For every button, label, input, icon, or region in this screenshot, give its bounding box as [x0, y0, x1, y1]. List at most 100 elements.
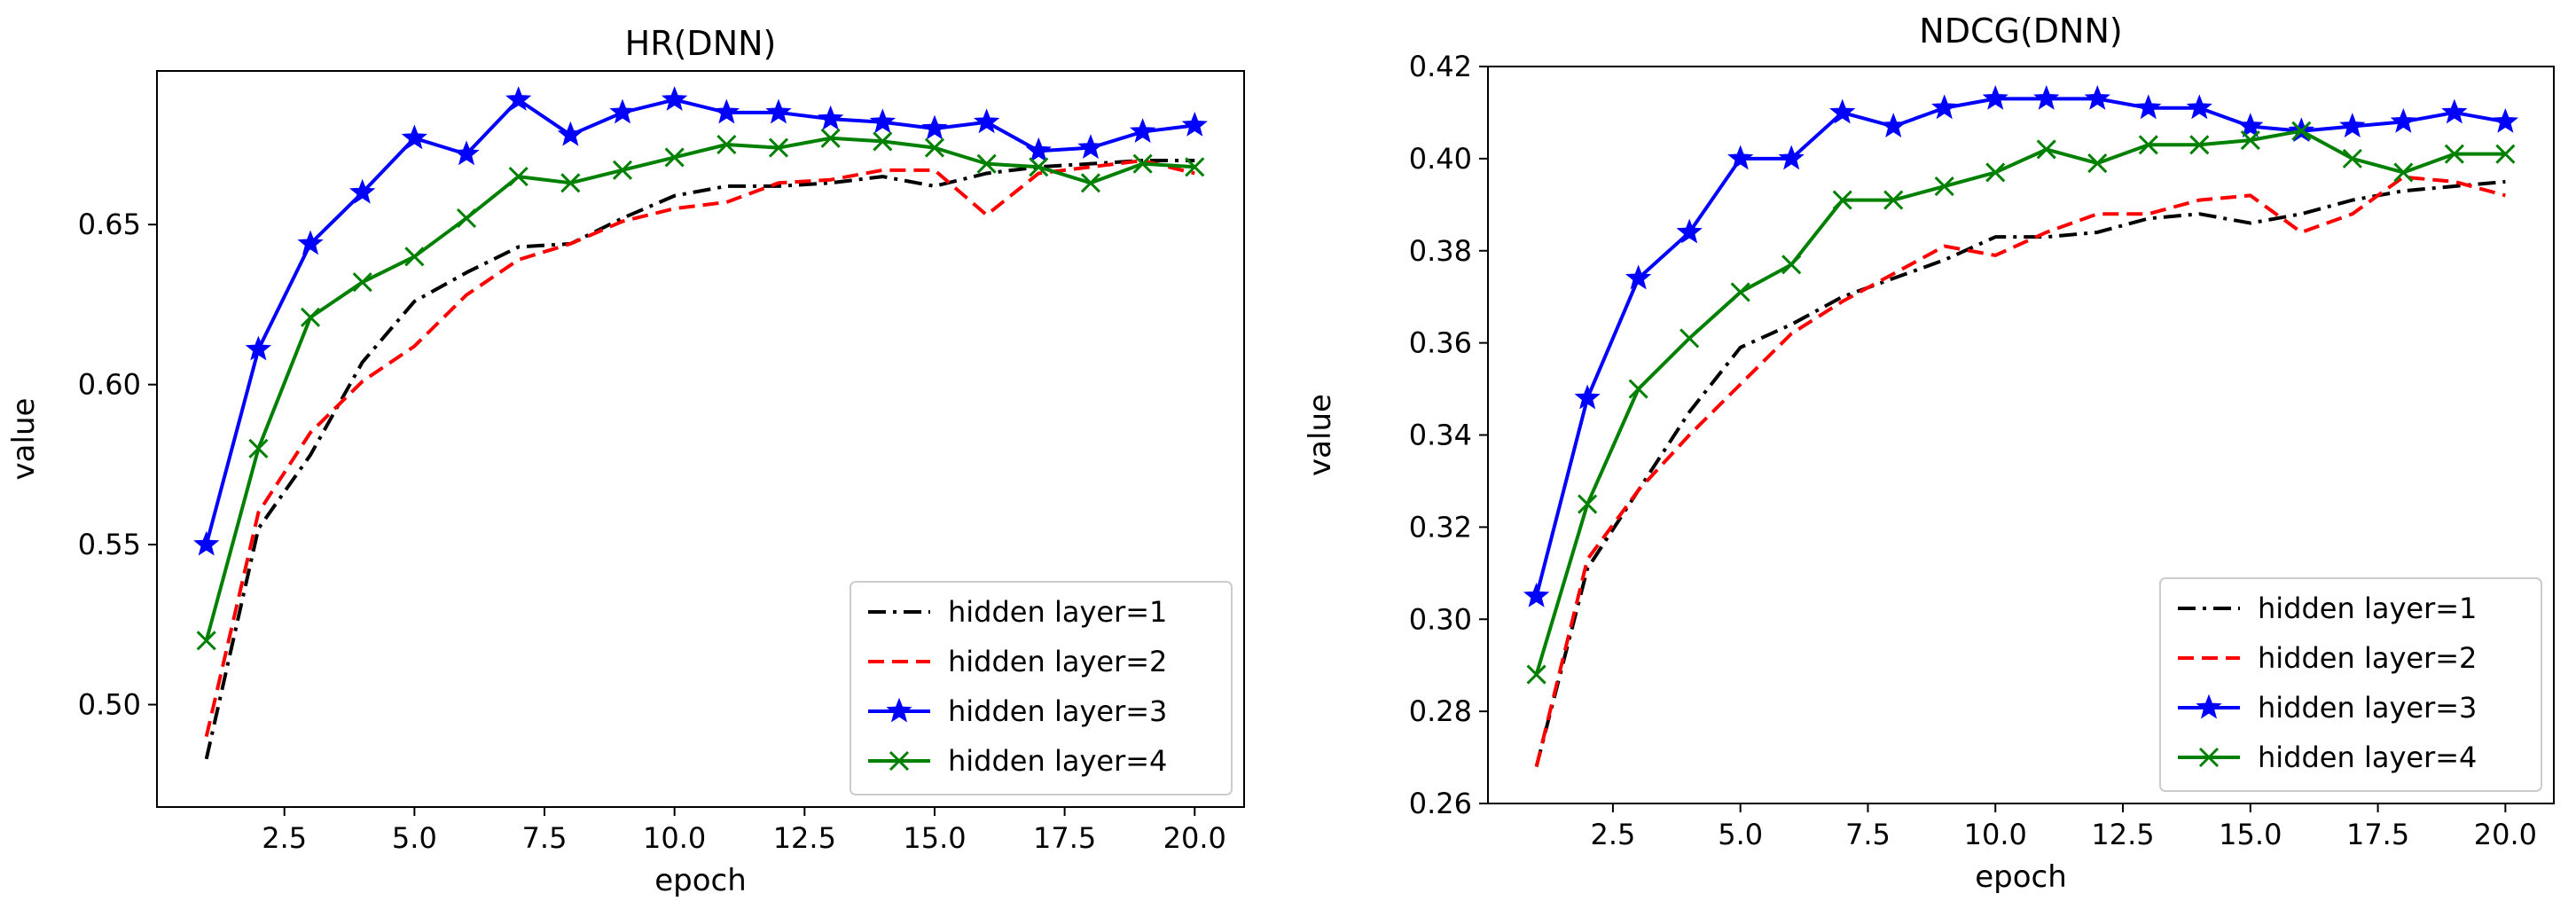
data-point	[768, 137, 789, 158]
x-marker-stroke	[1883, 190, 1904, 210]
x-marker-stroke	[248, 438, 269, 458]
data-point	[1526, 664, 1546, 685]
legend-marker-4	[889, 750, 910, 772]
data-point	[1185, 157, 1205, 177]
data-point	[1181, 111, 1208, 137]
data-point	[297, 230, 324, 255]
x-tick-label: 15.0	[903, 821, 966, 855]
data-point	[713, 98, 740, 124]
y-tick-label: 0.60	[78, 368, 141, 402]
x-marker-stroke	[2342, 148, 2362, 169]
x-marker-stroke	[196, 631, 216, 651]
data-point	[2186, 94, 2212, 120]
x-marker-stroke	[1185, 157, 1205, 177]
y-tick-label: 0.34	[1409, 419, 1472, 452]
x-marker-stroke	[1781, 255, 1802, 275]
x-marker-stroke	[1679, 328, 1700, 349]
x-axis-label: epoch	[654, 863, 747, 898]
data-point	[2240, 130, 2260, 151]
legend-marker-4	[2198, 747, 2220, 768]
legend-box	[2159, 577, 2542, 792]
data-point	[1574, 384, 1601, 410]
data-point	[2135, 94, 2162, 120]
data-point	[1077, 134, 1104, 160]
data-point	[924, 137, 945, 158]
data-point	[1778, 145, 1805, 170]
x-marker-stroke	[1080, 173, 1101, 193]
y-tick-label: 0.40	[1409, 142, 1472, 176]
data-point	[716, 134, 737, 155]
x-marker-stroke	[2198, 747, 2220, 768]
x-marker-stroke	[889, 750, 910, 772]
data-point	[352, 272, 372, 293]
x-marker-stroke	[1029, 157, 1049, 177]
x-marker-stroke	[2444, 144, 2464, 164]
series-3	[193, 86, 1208, 556]
x-tick-label: 2.5	[1590, 818, 1635, 851]
x-tick-label: 10.0	[643, 821, 706, 855]
data-point	[1578, 494, 1598, 514]
data-point	[2087, 153, 2108, 174]
legend-label-1: hidden layer=1	[2258, 592, 2477, 625]
x-tick-label: 15.0	[2219, 818, 2282, 851]
legend-label-3: hidden layer=3	[2258, 691, 2477, 725]
series-4	[1526, 121, 2516, 685]
chart-panel-2: NDCG(DNN) 2.5 5.0 7.5 10.0 12.5 15.0 17.5 20.0 0.…	[1303, 12, 2555, 895]
x-marker-stroke	[612, 160, 633, 180]
data-point	[2189, 135, 2210, 155]
y-tick-label: 0.36	[1409, 326, 1472, 360]
x-tick-label: 2.5	[262, 821, 307, 855]
data-point	[1727, 145, 1754, 170]
x-marker-stroke	[2393, 162, 2414, 183]
chart-panel-1: HR(DNN) 2.5 5.0 7.5 10.0 12.5 15.0 17.5 20.0 0.50…	[6, 24, 1245, 898]
x-marker-stroke	[508, 167, 529, 187]
x-tick-label: 5.0	[1718, 818, 1763, 851]
x-marker-stroke	[1628, 379, 1648, 399]
data-point	[609, 98, 636, 124]
y-tick-label: 0.50	[78, 688, 141, 722]
data-point	[2084, 84, 2110, 110]
data-point	[1934, 176, 1954, 197]
x-marker-stroke	[1985, 162, 2006, 183]
x-marker-stroke	[560, 173, 581, 193]
x-tick-label: 5.0	[392, 821, 437, 855]
x-marker-stroke	[2291, 121, 2312, 141]
data-point	[869, 108, 896, 134]
y-tick-label: 0.55	[78, 528, 141, 561]
series-line-3	[1534, 97, 2506, 597]
series-1	[1534, 179, 2506, 767]
data-point	[921, 114, 948, 140]
chart-title: NDCG(DNN)	[1919, 12, 2122, 51]
data-point	[1781, 255, 1802, 275]
data-point	[2138, 135, 2158, 155]
data-point	[505, 86, 532, 111]
y-tick-label: 0.38	[1409, 234, 1472, 268]
legend-label-4: hidden layer=4	[948, 744, 1167, 778]
data-point	[973, 108, 1000, 134]
data-point	[300, 307, 321, 327]
x-tick-label: 20.0	[2474, 818, 2537, 851]
series-line-2	[1534, 175, 2506, 767]
series-4	[196, 128, 1205, 651]
x-tick-label: 7.5	[1845, 818, 1891, 851]
y-axis-label: value	[1303, 394, 1338, 476]
x-marker-stroke	[2189, 135, 2210, 155]
legend-box	[850, 581, 1233, 796]
data-point	[2492, 107, 2519, 133]
data-point	[2036, 139, 2056, 160]
x-marker-stroke	[1832, 190, 1852, 210]
data-point	[401, 124, 428, 150]
data-point	[557, 121, 583, 146]
data-point	[765, 98, 792, 124]
x-tick-label: 17.5	[1033, 821, 1096, 855]
series-line-4	[204, 136, 1195, 641]
x-marker-stroke	[873, 131, 893, 152]
data-point	[2291, 121, 2312, 141]
x-marker-stroke	[664, 147, 685, 168]
y-tick-label: 0.26	[1409, 787, 1472, 820]
x-marker-stroke	[404, 247, 425, 267]
x-marker-stroke	[1578, 494, 1598, 514]
data-point	[2342, 148, 2362, 169]
x-tick-label: 12.5	[2091, 818, 2154, 851]
